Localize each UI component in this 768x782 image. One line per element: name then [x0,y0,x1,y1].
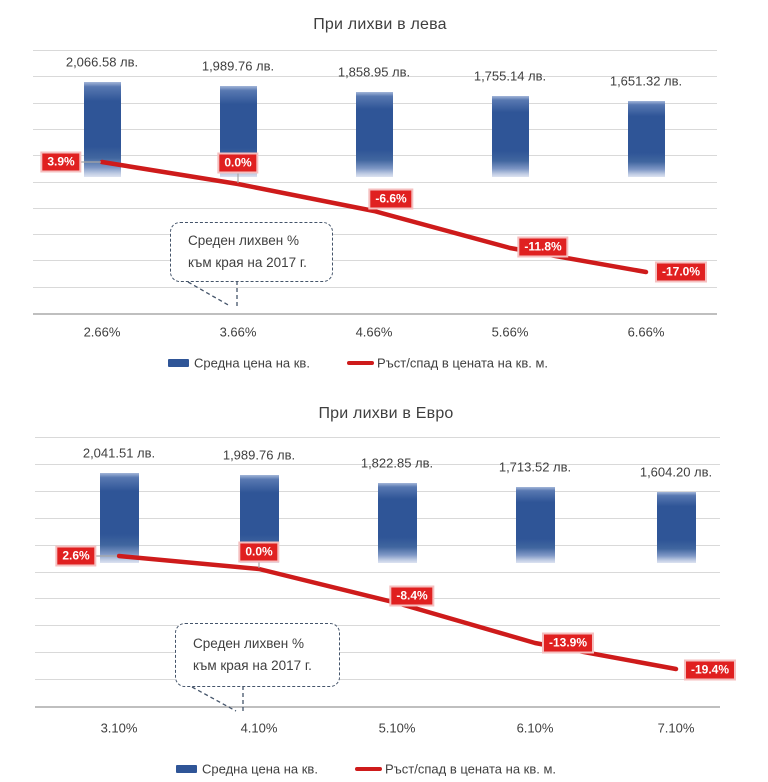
callout: Среден лихвен % към края на 2017 г. [175,623,340,687]
gridline [33,50,717,51]
bar-value-label: 1,822.85 лв. [360,455,434,471]
legend-swatch-bar-icon [168,359,189,367]
x-axis-label: 3.66% [219,324,257,340]
chart-title: При лихви в Евро [318,405,454,422]
gridline [35,598,720,599]
x-axis-label: 6.66% [627,324,665,340]
x-axis-label: 3.10% [100,720,138,736]
gridline [35,625,720,626]
x-axis-line [33,313,717,315]
bar-value-label: 1,604.20 лв. [639,464,713,480]
callout-text-line: към края на 2017 г. [193,658,312,673]
point-label: -19.4% [685,661,735,679]
legend-label-bar: Средна цена на кв. [202,761,318,777]
x-axis-label: 5.10% [378,720,416,736]
bar-value-label: 1,755.14 лв. [473,68,547,84]
chart-title: При лихви в лева [313,16,447,33]
bar [99,473,139,563]
bar-value-label: 1,989.76 лв. [222,447,296,463]
bar [377,483,417,563]
bar-value-label: 1,713.52 лв. [498,459,572,475]
point-label: 0.0% [240,543,278,561]
legend-swatch-line-icon [347,361,374,365]
point-label: -8.4% [391,587,433,605]
bar [355,92,393,177]
gridline [33,234,717,235]
bar [627,101,665,177]
x-axis-label: 6.10% [516,720,554,736]
x-axis-label: 2.66% [83,324,121,340]
bar [656,492,696,563]
bar-value-label: 1,651.32 лв. [609,73,683,89]
gridline [33,260,717,261]
x-axis-label: 7.10% [657,720,695,736]
gridline [35,464,720,465]
callout-text-line: Среден лихвен % [188,233,299,248]
bar-value-label: 2,041.51 лв. [82,445,156,461]
x-axis-label: 4.10% [240,720,278,736]
bar-value-label: 1,989.76 лв. [201,58,275,74]
callout-text-line: Среден лихвен % [193,636,304,651]
gridline [33,208,717,209]
bar-value-label: 2,066.58 лв. [65,54,139,70]
point-label: -17.0% [656,263,706,281]
gridline [33,287,717,288]
callout-tail [187,281,231,307]
point-label: -11.8% [519,238,567,256]
point-label: 3.9% [42,153,80,171]
legend-label-line: Ръст/спад в цената на кв. м. [377,355,549,371]
gridline [35,572,720,573]
bar [515,487,555,563]
point-label: -13.9% [543,634,593,652]
x-axis-label: 4.66% [355,324,393,340]
x-axis-label: 5.66% [491,324,529,340]
callout-text-line: към края на 2017 г. [188,255,307,270]
gridline [35,679,720,680]
point-label: 2.6% [57,547,95,565]
bar [83,82,121,177]
gridline [35,652,720,653]
legend-label-bar: Средна цена на кв. [194,355,310,371]
gridline [33,76,717,77]
bar-value-label: 1,858.95 лв. [337,64,411,80]
legend-swatch-bar-icon [176,765,197,773]
x-axis-line [35,706,720,708]
gridline [35,437,720,438]
callout: Среден лихвен % към края на 2017 г. [170,222,333,282]
legend-label-line: Ръст/спад в цената на кв. м. [385,761,557,777]
gridline [33,182,717,183]
legend-swatch-line-icon [355,767,382,771]
bar [491,96,529,177]
point-label: -6.6% [370,190,412,208]
point-label: 0.0% [219,154,257,172]
